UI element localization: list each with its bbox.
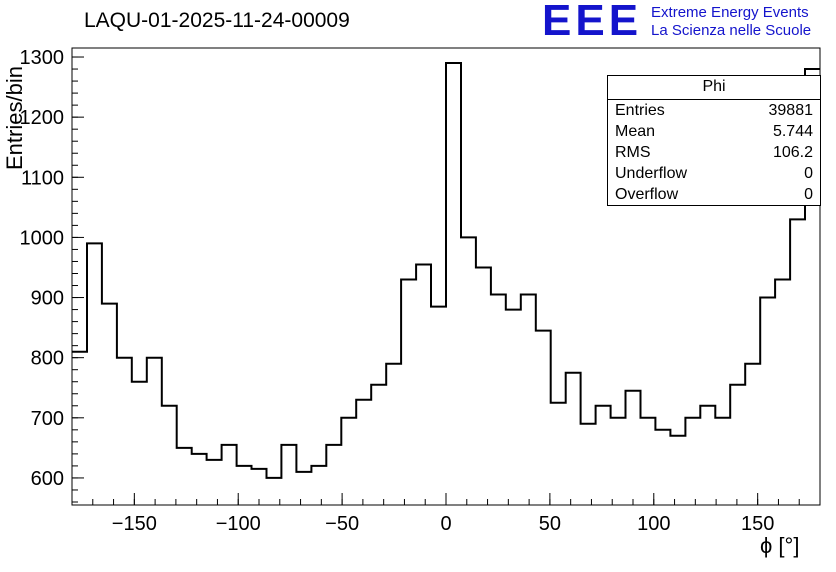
stats-row-entries: Entries 39881 xyxy=(608,100,820,121)
svg-text:1300: 1300 xyxy=(20,47,65,69)
chart-title: LAQU-01-2025-11-24-00009 xyxy=(84,9,350,32)
stats-label: Mean xyxy=(615,123,656,140)
x-axis-label: ϕ [°] xyxy=(760,533,800,558)
stats-title: Phi xyxy=(608,76,820,100)
eee-logo: EEE Extreme Energy Events La Scienza nel… xyxy=(542,0,811,45)
stats-box: Phi Entries 39881 Mean 5.744 RMS 106.2 U… xyxy=(607,75,821,206)
eee-logo-subtitles: Extreme Energy Events La Scienza nelle S… xyxy=(651,4,811,40)
svg-text:−50: −50 xyxy=(325,513,359,535)
stats-row-rms: RMS 106.2 xyxy=(608,142,820,163)
stats-row-overflow: Overflow 0 xyxy=(608,184,820,205)
y-axis-label: Entries/bin xyxy=(2,66,27,170)
logo-subtitle-line1: Extreme Energy Events xyxy=(651,4,809,21)
stats-value: 5.744 xyxy=(772,123,813,140)
svg-text:1000: 1000 xyxy=(20,227,65,249)
svg-text:700: 700 xyxy=(31,408,64,430)
svg-text:800: 800 xyxy=(31,348,64,370)
stats-value: 0 xyxy=(804,165,813,182)
stats-value: 0 xyxy=(804,186,813,203)
stats-label: Entries xyxy=(615,102,665,119)
eee-logo-text: EEE xyxy=(542,0,643,45)
svg-text:1200: 1200 xyxy=(20,107,65,129)
svg-text:150: 150 xyxy=(741,513,774,535)
stats-row-underflow: Underflow 0 xyxy=(608,163,820,184)
stats-label: RMS xyxy=(615,144,651,161)
svg-text:900: 900 xyxy=(31,288,64,310)
svg-text:0: 0 xyxy=(440,513,451,535)
stats-label: Underflow xyxy=(615,165,688,182)
stats-label: Overflow xyxy=(615,186,679,203)
svg-text:1100: 1100 xyxy=(21,167,64,189)
stats-row-mean: Mean 5.744 xyxy=(608,121,820,142)
svg-text:100: 100 xyxy=(637,513,670,535)
stats-value: 39881 xyxy=(768,102,814,119)
svg-text:−100: −100 xyxy=(216,513,261,535)
logo-subtitle-line2: La Scienza nelle Scuole xyxy=(651,22,812,39)
svg-text:50: 50 xyxy=(539,513,561,535)
svg-text:−150: −150 xyxy=(112,513,157,535)
svg-text:600: 600 xyxy=(31,468,64,490)
stats-value: 106.2 xyxy=(772,144,813,161)
